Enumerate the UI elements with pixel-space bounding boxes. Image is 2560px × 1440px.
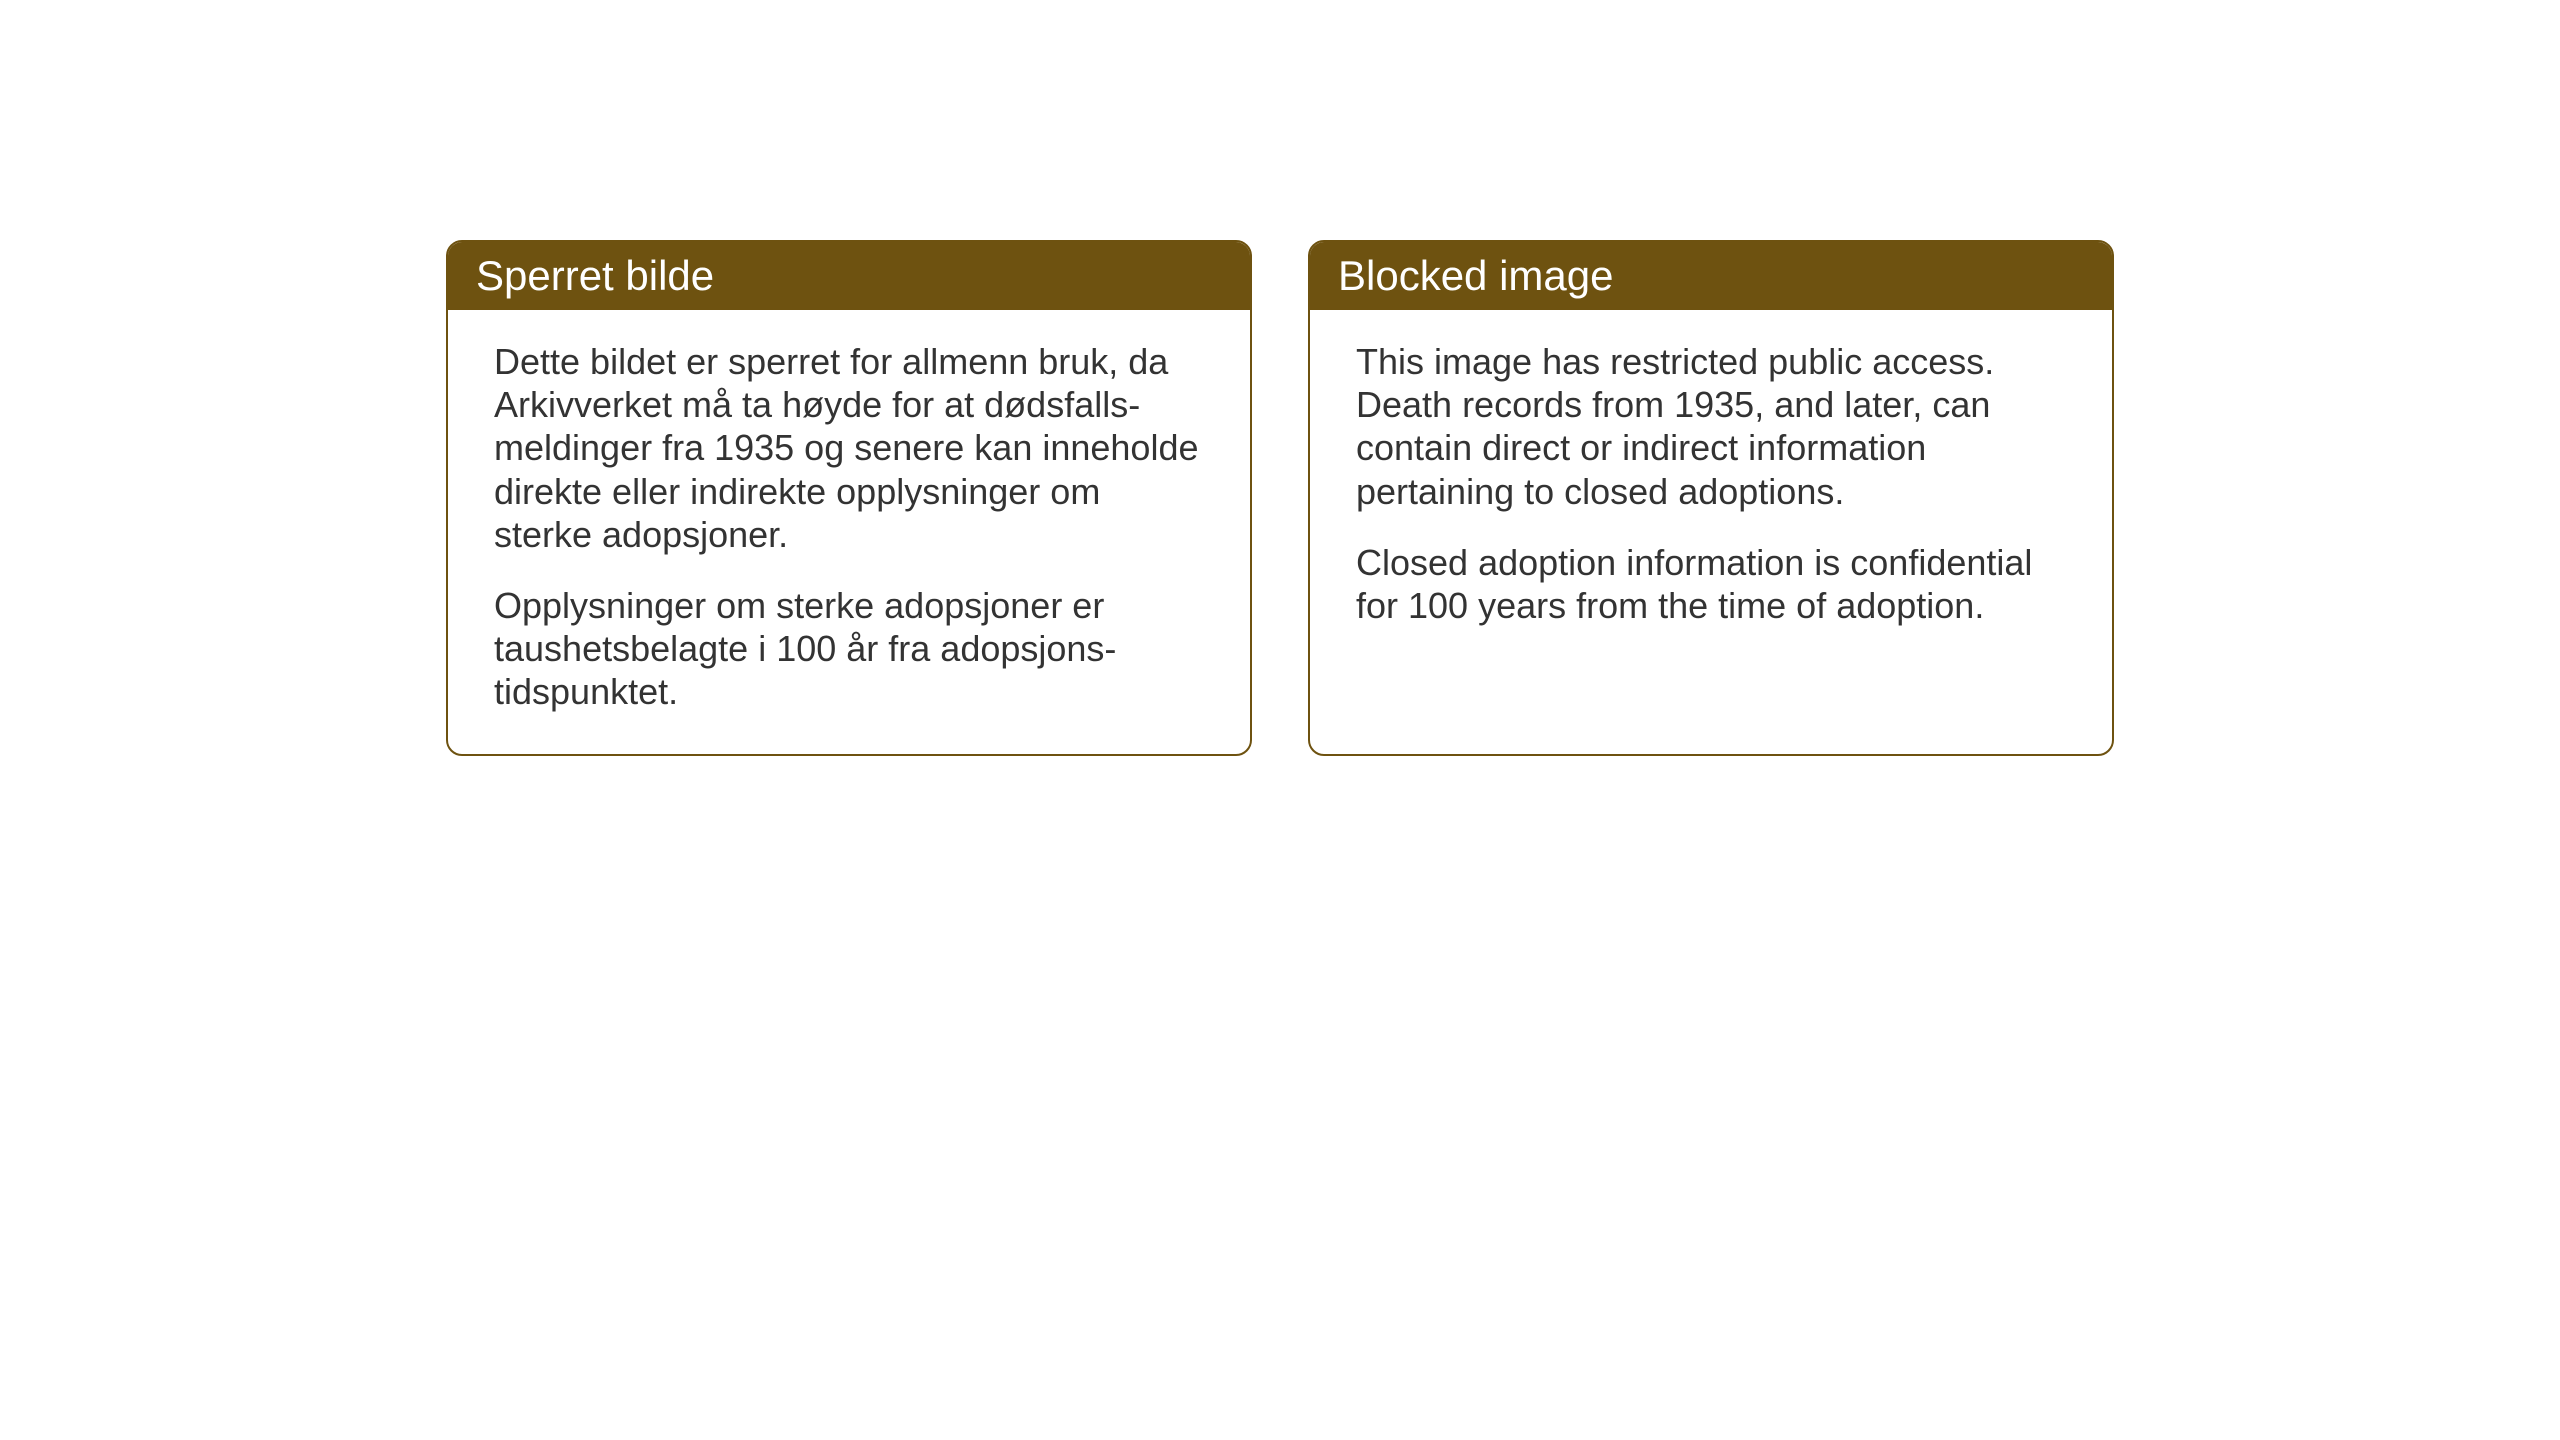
card-paragraph-english-1: This image has restricted public access.…	[1356, 340, 2066, 513]
card-body-english: This image has restricted public access.…	[1310, 310, 2112, 667]
card-header-english: Blocked image	[1310, 242, 2112, 310]
card-paragraph-norwegian-2: Opplysninger om sterke adopsjoner er tau…	[494, 584, 1204, 714]
card-title-norwegian: Sperret bilde	[476, 252, 714, 299]
card-paragraph-norwegian-1: Dette bildet er sperret for allmenn bruk…	[494, 340, 1204, 556]
card-english: Blocked image This image has restricted …	[1308, 240, 2114, 756]
card-body-norwegian: Dette bildet er sperret for allmenn bruk…	[448, 310, 1250, 754]
card-paragraph-english-2: Closed adoption information is confident…	[1356, 541, 2066, 627]
card-header-norwegian: Sperret bilde	[448, 242, 1250, 310]
card-norwegian: Sperret bilde Dette bildet er sperret fo…	[446, 240, 1252, 756]
card-title-english: Blocked image	[1338, 252, 1613, 299]
cards-container: Sperret bilde Dette bildet er sperret fo…	[446, 240, 2114, 756]
